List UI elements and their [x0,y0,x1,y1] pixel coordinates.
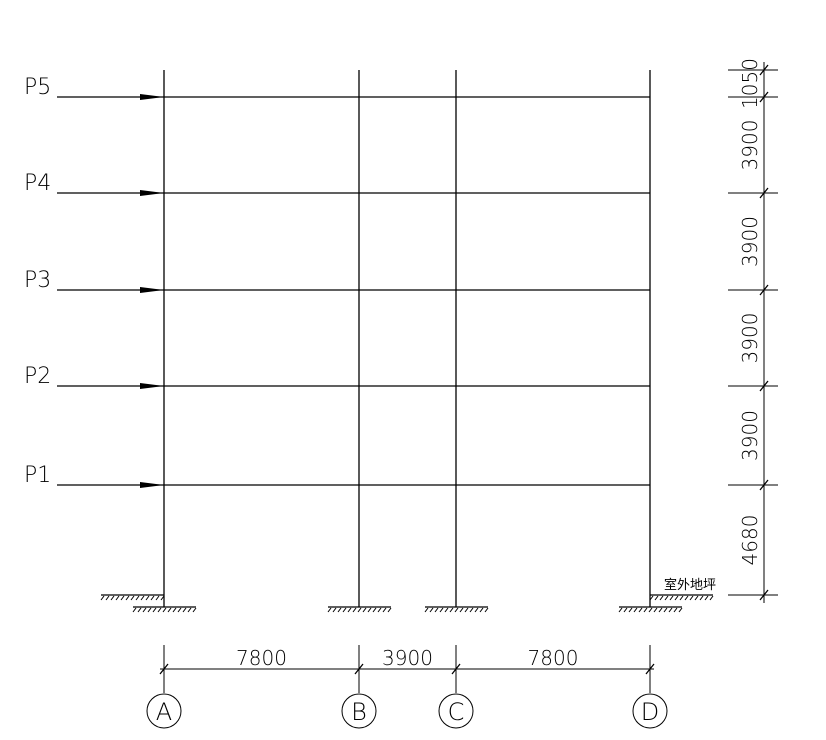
axis-label: A [156,698,172,726]
storey-dimension: 1050 [738,58,762,109]
axis-bubble [438,693,474,729]
fixed-support [327,606,392,613]
storey-dimension: 3900 [738,120,762,171]
fixed-support [618,606,683,613]
load-label: P4 [24,171,51,196]
frame-structure [100,70,714,613]
lateral-loads: P1 P2 P3 P4 P5 [24,75,164,488]
storey-dimension: 3900 [738,216,762,267]
bay-dimension: 7800 [528,646,579,670]
dimension-tick [759,284,769,296]
storey-dimension: 3900 [738,410,762,461]
arrow-icon [140,287,164,293]
axis-bubble [341,693,377,729]
fixed-support [424,606,489,613]
arrow-icon [140,383,164,389]
dimension-tick [451,663,461,675]
ground-label: 室外地坪 [664,577,716,593]
storey-dimension: 4680 [738,515,762,566]
dimension-tick [759,589,769,601]
arrow-icon [140,190,164,196]
axis-label: D [641,698,659,726]
arrow-icon [140,482,164,488]
fixed-support [132,606,197,613]
dimension-tick [354,663,364,675]
dimension-tick [759,479,769,491]
axis-bubble [632,693,668,729]
ground-line [649,594,714,601]
dimension-tick [159,663,169,675]
dimension-tick [645,663,655,675]
axis-bubbles: A B C D [146,693,668,729]
dimension-tick [759,91,769,103]
bay-dimension: 3900 [382,646,433,670]
load-label: P2 [24,364,51,389]
axis-label: B [351,698,367,726]
dimension-tick [759,380,769,392]
axis-bubble [146,693,182,729]
axis-label: C [448,698,465,726]
dimension-tick [759,187,769,199]
storey-dimension: 3900 [738,313,762,364]
ground-line [100,594,165,601]
load-label: P3 [24,268,51,293]
dimension-tick [759,64,769,76]
bay-dimension: 7800 [236,646,287,670]
storey-dimensions: 4680 3900 3900 3900 3900 1050 [728,58,778,603]
load-label: P1 [24,463,51,488]
bay-dimensions: 7800 3900 7800 [159,645,655,693]
arrow-icon [140,94,164,100]
load-label: P5 [24,75,51,100]
